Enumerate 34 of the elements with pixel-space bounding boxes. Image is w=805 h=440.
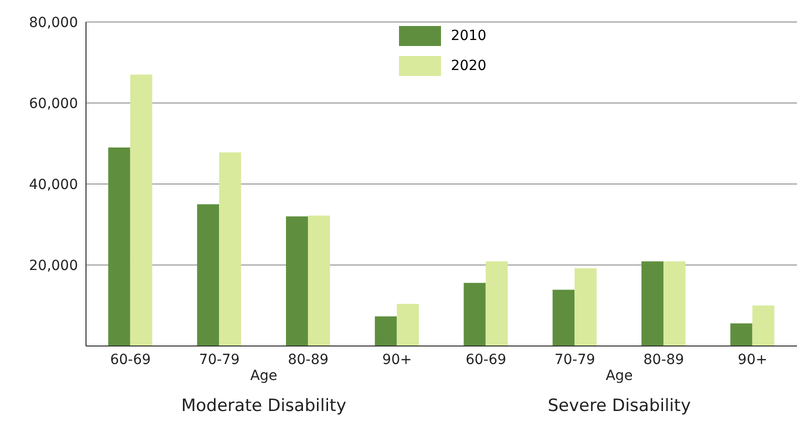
bar bbox=[308, 216, 330, 346]
bar bbox=[219, 152, 242, 346]
x-tick-label: 70-79 bbox=[554, 352, 596, 368]
x-tick-label: 90+ bbox=[738, 352, 768, 368]
y-tick-label: 60,000 bbox=[29, 96, 78, 112]
y-tick-label: 20,000 bbox=[29, 258, 78, 274]
y-tick-label: 80,000 bbox=[29, 14, 78, 31]
bar bbox=[396, 304, 419, 346]
bar bbox=[552, 290, 575, 346]
bar bbox=[130, 74, 152, 346]
legend-label: 2020 bbox=[450, 58, 486, 74]
x-tick-label: 80-89 bbox=[643, 352, 684, 368]
bar bbox=[286, 216, 308, 346]
x-tick-label: 60-69 bbox=[110, 352, 151, 368]
bar bbox=[108, 148, 130, 346]
bar bbox=[197, 204, 220, 346]
bar bbox=[574, 268, 597, 346]
y-tick-label: 40,000 bbox=[29, 176, 78, 193]
bar bbox=[730, 323, 752, 346]
legend-label: 2010 bbox=[450, 28, 486, 44]
x-tick-label: 90+ bbox=[382, 352, 412, 368]
bar bbox=[374, 316, 397, 346]
x-tick-label: 80-89 bbox=[288, 352, 329, 368]
text: Age bbox=[604, 368, 634, 384]
bar bbox=[464, 282, 486, 346]
bar bbox=[641, 261, 664, 346]
bar bbox=[486, 261, 508, 346]
bar bbox=[752, 306, 774, 346]
x-tick-label: 60-69 bbox=[466, 352, 506, 368]
bar bbox=[663, 261, 686, 346]
text: Moderate Disability bbox=[180, 396, 348, 416]
text: Severe Disability bbox=[546, 396, 692, 416]
x-tick-label: 70-79 bbox=[198, 352, 240, 368]
text: Age bbox=[249, 368, 278, 384]
